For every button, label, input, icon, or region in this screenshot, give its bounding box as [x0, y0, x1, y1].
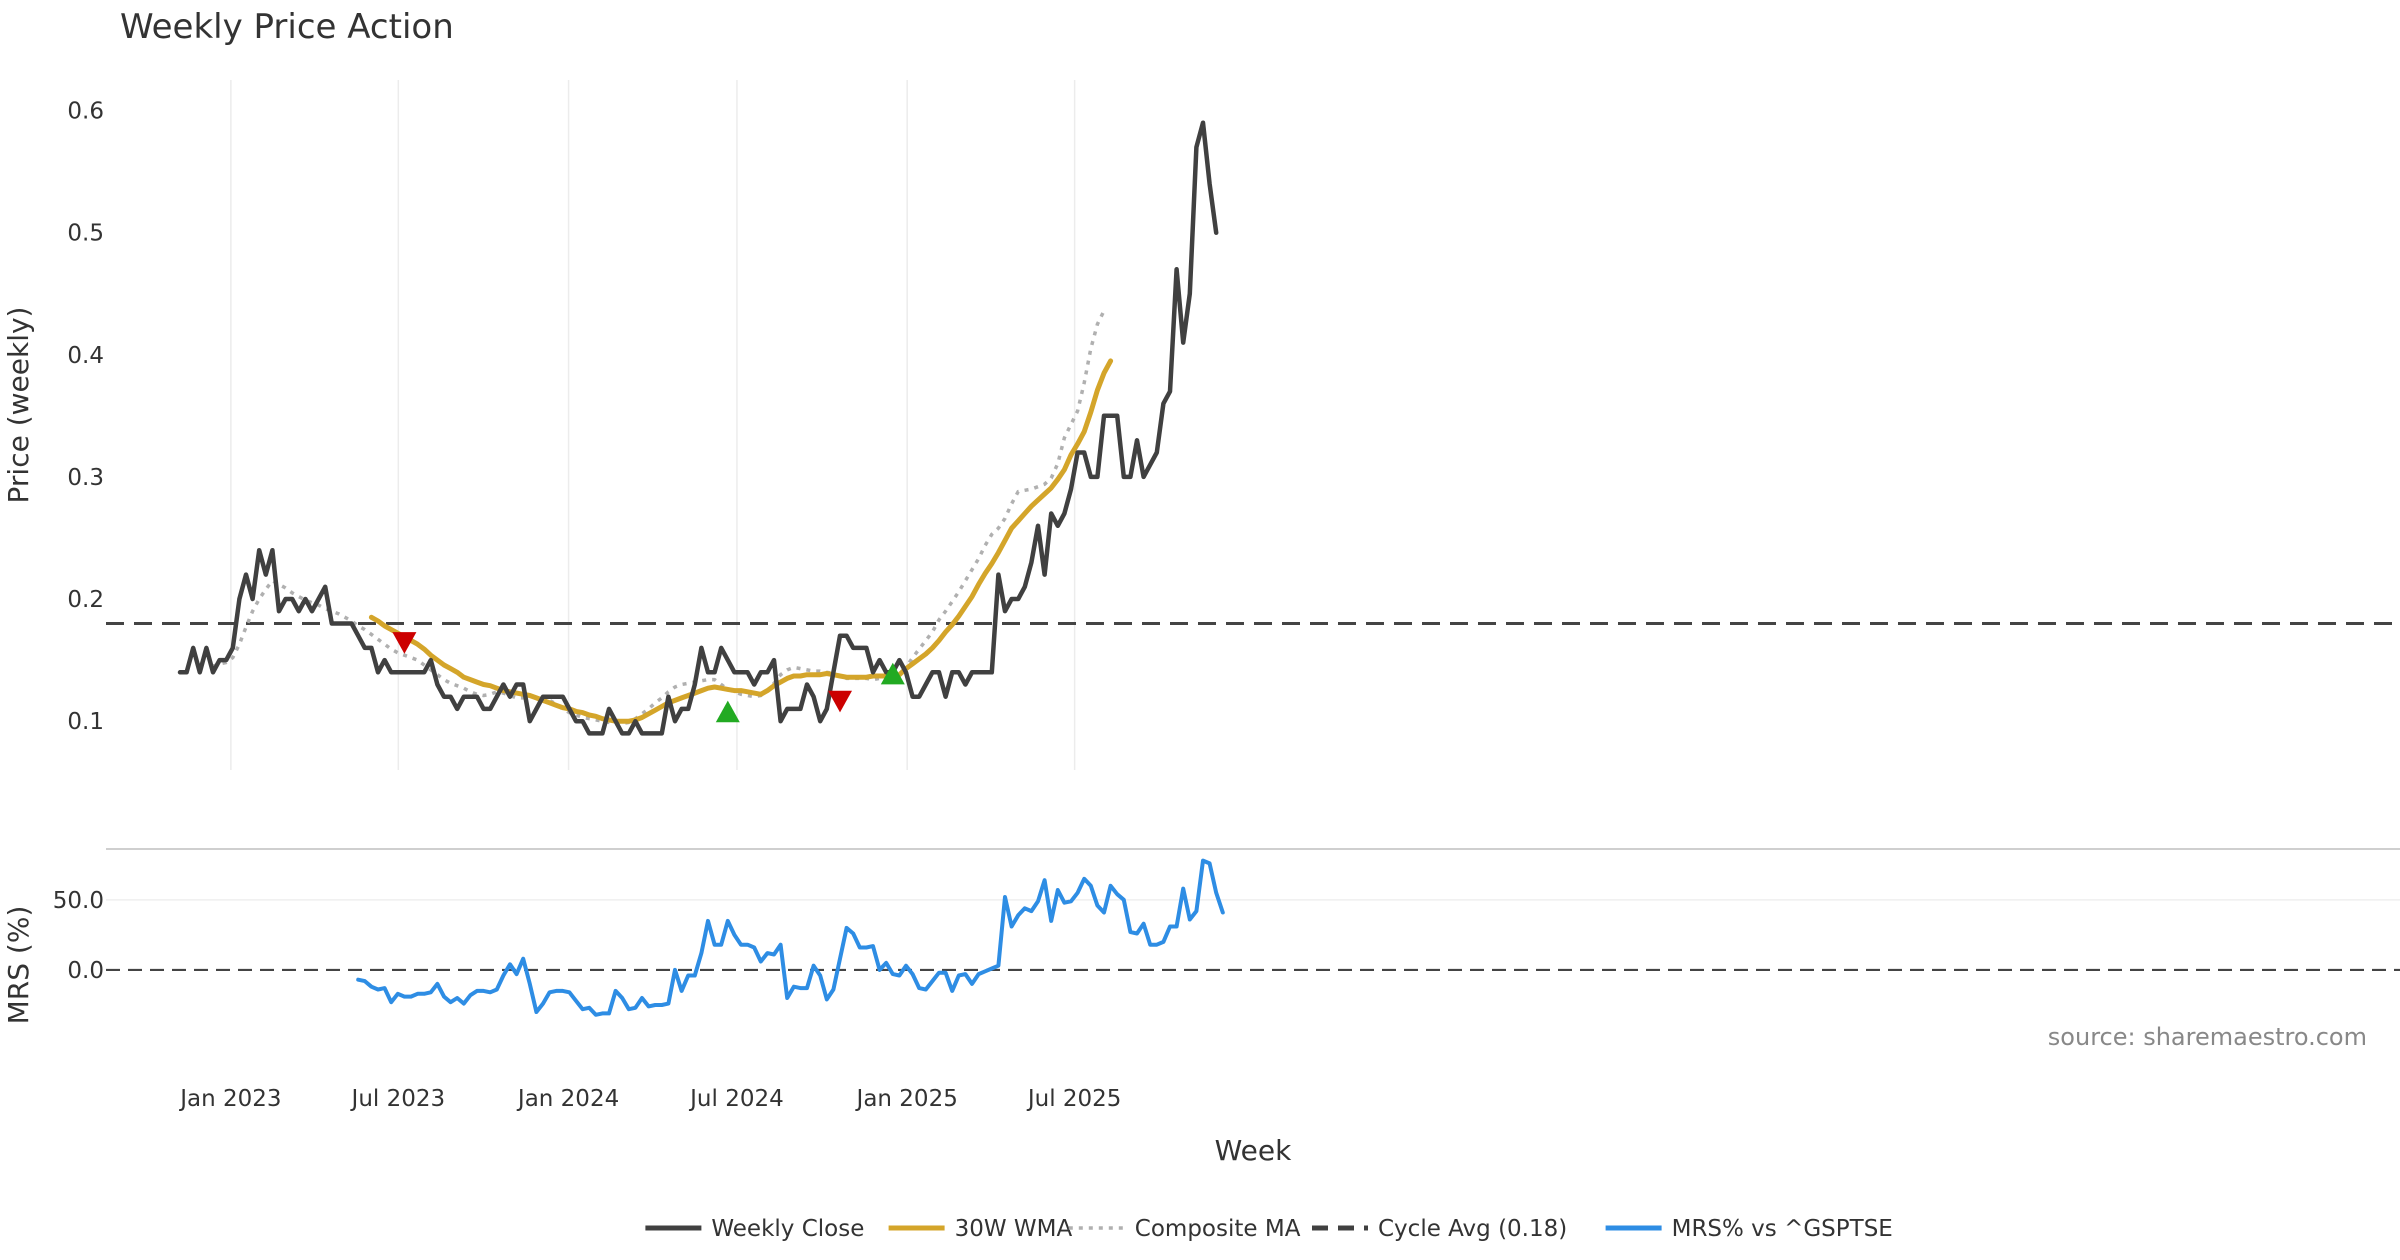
- mrs-line: [356, 858, 1225, 1017]
- mrs-series-layer: [106, 858, 2400, 1017]
- buy-signal-marker: [715, 700, 740, 723]
- x-tick-label: Jan 2024: [516, 1086, 619, 1112]
- legend-label: Weekly Close: [711, 1216, 864, 1242]
- wma-30w-line: [368, 358, 1114, 724]
- composite-ma-line: [212, 310, 1106, 726]
- price-y-tick-label: 0.6: [67, 99, 104, 125]
- buy-signal-marker: [880, 662, 905, 685]
- price-y-tick-label: 0.3: [67, 465, 104, 491]
- weekly-close-line: [177, 120, 1219, 736]
- source-note: source: sharemaestro.com: [2048, 1023, 2367, 1051]
- price-y-tick-label: 0.1: [67, 709, 104, 735]
- x-axis-label: Week: [1215, 1134, 1292, 1167]
- chart-title: Weekly Price Action: [120, 7, 454, 47]
- mrs-y-tick-label: 50.0: [53, 888, 104, 914]
- price-y-tick-label: 0.2: [67, 587, 104, 613]
- x-tick-label: Jul 2025: [1026, 1086, 1122, 1112]
- price-y-tick-label: 0.5: [67, 221, 104, 247]
- x-ticks: Jan 2023 Jul 2023 Jan 2024 Jul 2024 Jan 2025…: [178, 1086, 1121, 1112]
- x-tick-label: Jul 2024: [688, 1086, 784, 1112]
- signal-markers: [392, 632, 905, 723]
- x-tick-label: Jul 2023: [350, 1086, 446, 1112]
- legend-label: 30W WMA: [955, 1216, 1073, 1242]
- x-tick-label: Jan 2025: [855, 1086, 958, 1112]
- price-y-tick-label: 0.4: [67, 343, 104, 369]
- mrs-axis-label: MRS (%): [2, 906, 35, 1025]
- price-series-layer: [106, 120, 2400, 736]
- mrs-y-ticks: 0.0 50.0: [53, 888, 104, 984]
- chart-legend: Weekly Close 30W WMA Composite MA Cycle Avg…: [645, 1216, 1893, 1242]
- legend-label: Cycle Avg (0.18): [1378, 1216, 1567, 1242]
- price-y-ticks: 0.1 0.2 0.3 0.4 0.5 0.6: [67, 99, 104, 736]
- price-axis-label: Price (weekly): [2, 307, 35, 504]
- sell-signal-marker: [392, 632, 417, 654]
- legend-label: Composite MA: [1135, 1216, 1301, 1242]
- sell-signal-marker: [828, 690, 852, 713]
- legend-label: MRS% vs ^GSPTSE: [1672, 1216, 1893, 1242]
- grid-lines: [106, 80, 2400, 901]
- mrs-y-tick-label: 0.0: [67, 958, 104, 984]
- x-tick-label: Jan 2023: [178, 1086, 281, 1112]
